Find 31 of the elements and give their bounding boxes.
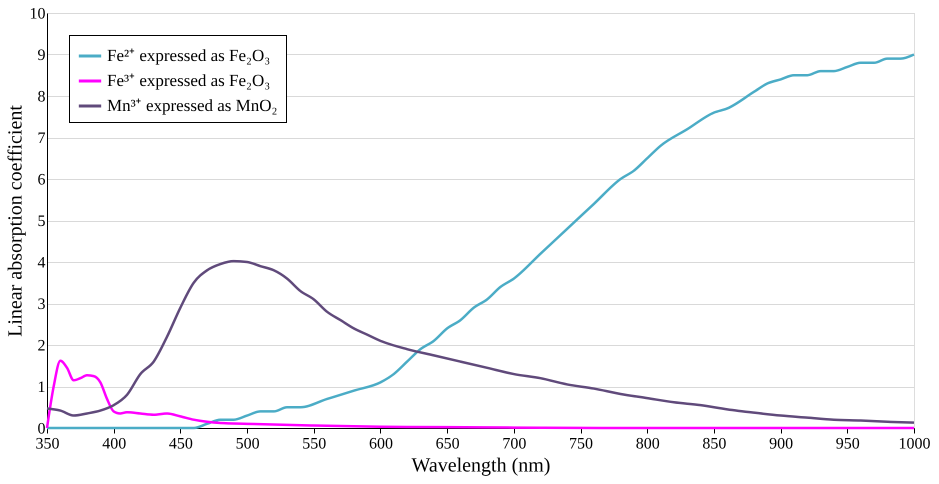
- y-tick-label: 3: [38, 296, 46, 313]
- y-tick-label: 4: [38, 254, 46, 272]
- x-tick-label: 600: [368, 436, 393, 452]
- x-axis-title: Wavelength (nm): [412, 454, 550, 476]
- y-tick-label: 9: [38, 47, 46, 64]
- x-tick-label: 500: [236, 436, 260, 452]
- x-tick-label: 700: [502, 436, 526, 452]
- x-tick-label: 800: [636, 436, 660, 452]
- y-tick-label: 1: [38, 379, 46, 396]
- x-tick-label: 850: [702, 436, 726, 452]
- y-tick-label: 10: [30, 6, 46, 22]
- y-axis-title: Linear absorption coefficient: [4, 104, 26, 337]
- legend-label: Mn³⁺ expressed as MnO₂: [107, 96, 278, 115]
- line-series: [46, 260, 916, 424]
- x-tick-label: 950: [836, 436, 860, 452]
- x-tick-label: 900: [769, 436, 794, 452]
- y-tick-label: 5: [38, 213, 46, 230]
- y-tick-label: 8: [38, 88, 46, 106]
- y-tick-label: 0: [38, 420, 46, 438]
- y-tick-label: 2: [38, 338, 46, 354]
- x-tick-label: 750: [569, 436, 594, 452]
- y-tick-label: 6: [38, 172, 46, 188]
- y-tick-label: 7: [38, 130, 46, 147]
- legend-label: Fe²⁺ expressed as Fe₂O₃: [107, 46, 270, 65]
- x-tick-label: 650: [436, 436, 460, 452]
- x-tick-label: 350: [36, 436, 60, 452]
- x-tick-label: 550: [302, 436, 326, 452]
- x-tick-label: 400: [102, 436, 126, 452]
- legend-label: Fe³⁺ expressed as Fe₂O₃: [107, 71, 270, 90]
- x-tick-label: 1000: [898, 436, 930, 452]
- x-tick-label: 450: [168, 436, 193, 452]
